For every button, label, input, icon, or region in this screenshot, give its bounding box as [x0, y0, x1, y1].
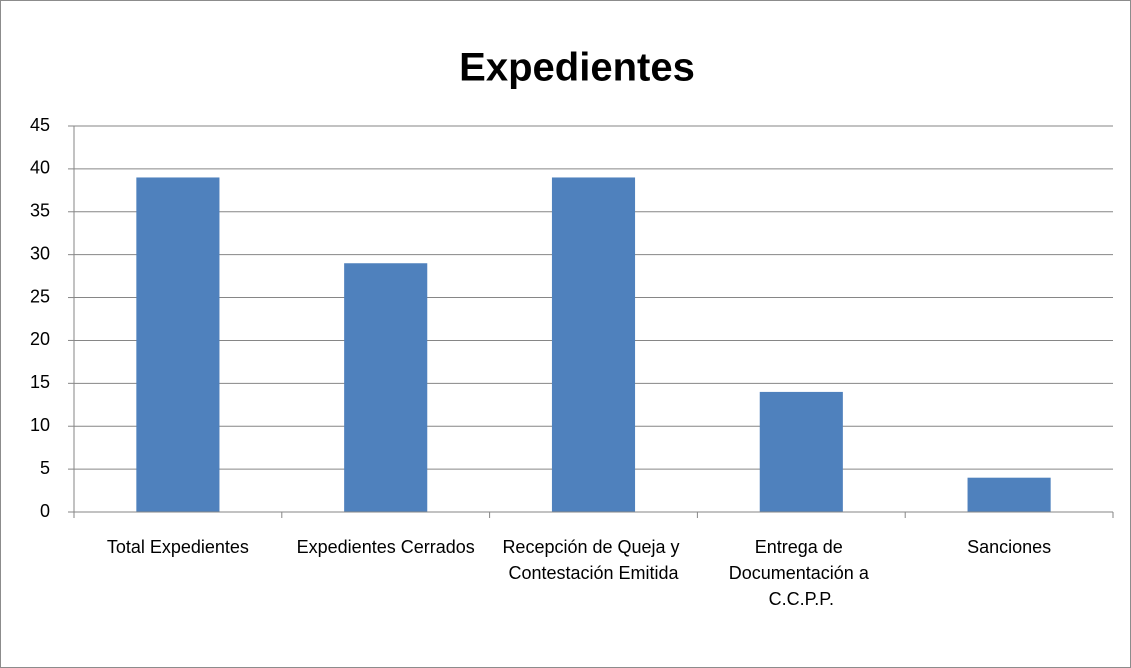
x-tick-label: Recepción de Queja y Contestación Emitid… [502, 537, 684, 583]
bar [551, 177, 636, 512]
chart-title: Expedientes [459, 46, 695, 90]
x-tick-label: Total Expedientes [107, 537, 249, 557]
y-tick-label: 45 [30, 115, 50, 135]
y-tick-label: 30 [30, 243, 50, 263]
y-tick-label: 40 [30, 158, 50, 178]
y-tick-label: 5 [40, 458, 50, 478]
y-tick-label: 10 [30, 415, 50, 435]
y-tick-label: 15 [30, 372, 50, 392]
bar [344, 263, 428, 512]
x-tick-label: Entrega de Documentación a C.C.P.P. [729, 537, 874, 609]
y-tick-label: 0 [40, 501, 50, 521]
x-tick-label: Sanciones [967, 537, 1051, 557]
bar [136, 177, 220, 512]
bar [967, 477, 1051, 512]
y-tick-label: 35 [30, 201, 50, 221]
y-tick-label: 25 [30, 286, 50, 306]
bar [759, 391, 843, 512]
x-tick-label: Expedientes Cerrados [297, 537, 475, 557]
y-tick-label: 20 [30, 329, 50, 349]
